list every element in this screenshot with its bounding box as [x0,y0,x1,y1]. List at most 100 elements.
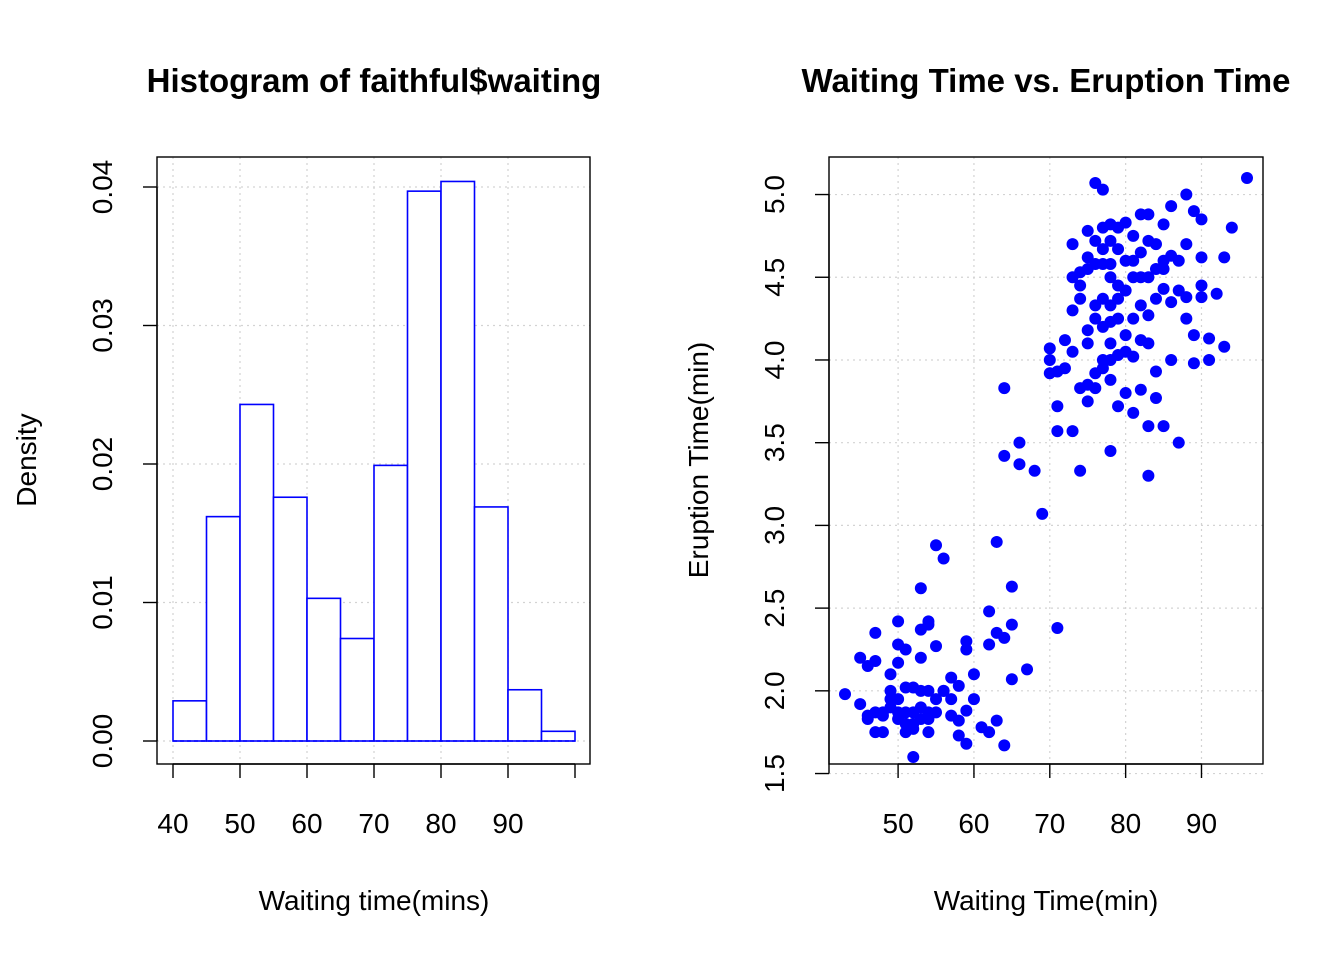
scatter-point [1218,251,1231,264]
scatter-point [1074,279,1087,292]
scatter-points [839,172,1253,763]
scatter-point [967,668,980,681]
histogram-x-tick-label: 40 [157,808,188,839]
histogram-bar [440,180,476,742]
scatter-point [1081,224,1094,237]
scatter-x-tick-label: 50 [883,808,914,839]
histogram-y-tick-label: 0.01 [87,575,118,630]
scatter-point [1089,312,1102,325]
scatter-point [1134,383,1147,396]
scatter-point [1180,312,1193,325]
histogram-bar [540,730,576,742]
histogram-bars [172,180,576,742]
histogram-bar [172,700,208,742]
scatter-y-tick-label: 4.5 [759,258,790,297]
scatter-point [1005,618,1018,631]
histogram-y-label: Density [11,413,42,506]
scatter-point [1066,345,1079,358]
scatter-point [854,651,867,664]
scatter-point [1051,621,1064,634]
histogram-bar [339,637,375,742]
scatter-point [1119,387,1132,400]
scatter-y-tick-label: 3.0 [759,506,790,545]
histogram-x-tick-label: 60 [291,808,322,839]
scatter-point [1066,304,1079,317]
histogram-x-tick-label: 80 [425,808,456,839]
scatter-point [1195,291,1208,304]
scatter-point [1112,312,1125,325]
scatter-point [1104,444,1117,457]
histogram-y-tick-label: 0.04 [87,160,118,215]
scatter-point [914,582,927,595]
scatter-point [960,704,973,717]
scatter-point [1119,284,1132,297]
histogram-title: Histogram of faithful$waiting [147,62,602,99]
scatter-point [1165,200,1178,213]
scatter-point [1058,334,1071,347]
scatter-point [952,729,965,742]
scatter-point [1149,392,1162,405]
histogram-x-label: Waiting time(mins) [259,885,490,916]
scatter-y-tick-label: 2.0 [759,671,790,710]
scatter-y-axis: 1.5 2.0 2.5 3.0 3.5 4.0 4.5 5.0 [759,175,830,793]
scatter-point [1195,251,1208,264]
scatter-point [1081,395,1094,408]
scatter-point [1134,299,1147,312]
scatter-point [1142,271,1155,284]
scatter-point [990,714,1003,727]
scatter-point [1127,312,1140,325]
histogram-bar [272,496,308,742]
scatter-point [1218,340,1231,353]
scatter-point [1203,353,1216,366]
scatter-point [937,684,950,697]
scatter-point [998,382,1011,395]
scatter-point [1112,400,1125,413]
histogram-y-axis: 0.00 0.01 0.02 0.03 0.04 [87,160,158,768]
scatter-y-tick-label: 5.0 [759,175,790,214]
scatter-point [952,679,965,692]
scatter-point [1157,262,1170,275]
scatter-point [983,726,996,739]
histogram-panel: Histogram of faithful$waiting 40 50 60 70 80… [11,62,601,916]
scatter-point [998,631,1011,644]
scatter-point [945,693,958,706]
histogram-x-tick-label: 90 [492,808,523,839]
scatter-point [914,651,927,664]
scatter-point [1165,296,1178,309]
scatter-point [922,684,935,697]
scatter-point [1165,353,1178,366]
scatter-point [945,671,958,684]
scatter-point [952,714,965,727]
scatter-y-tick-label: 1.5 [759,754,790,793]
histogram-bar [239,403,275,742]
scatter-point [1180,188,1193,201]
scatter-point [930,539,943,552]
scatter-point [960,737,973,750]
scatter-y-tick-label: 2.5 [759,589,790,628]
scatter-point [892,693,905,706]
scatter-point [1089,234,1102,247]
scatter-point [1013,458,1026,471]
scatter-y-tick-label: 3.5 [759,423,790,462]
scatter-point [1013,436,1026,449]
scatter-point [839,688,851,701]
scatter-point [869,626,882,639]
scatter-point [1187,357,1200,370]
scatter-point [1112,243,1125,256]
scatter-point [922,726,935,739]
scatter-point [1058,362,1071,375]
scatter-point [1096,183,1109,196]
scatter-point [1127,229,1140,242]
scatter-point [1066,238,1079,251]
scatter-point [930,693,943,706]
scatter-point [1157,420,1170,433]
scatter-point [1096,362,1109,375]
histogram-y-tick-label: 0.02 [87,437,118,492]
scatter-panel: Waiting Time vs. Eruption Time 50 60 70 80 9… [683,62,1290,916]
scatter-x-tick-label: 60 [958,808,989,839]
scatter-point [1005,673,1018,686]
scatter-point [1119,329,1132,342]
scatter-point [930,706,943,719]
histogram-bar [507,688,543,742]
